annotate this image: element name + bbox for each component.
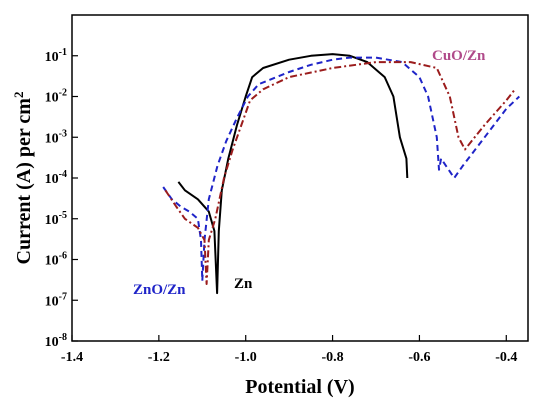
y-tick-label: 10-2: [45, 88, 67, 106]
x-tick-label: -1.0: [235, 350, 257, 365]
y-axis-title: Current (A) per cm2: [11, 92, 35, 265]
y-tick-exp: -1: [59, 47, 67, 58]
y-tick-base: 10: [45, 131, 59, 146]
y-tick-label: 10-8: [45, 332, 67, 350]
x-tick-label: -1.4: [61, 350, 83, 365]
x-tick-label: -0.4: [495, 350, 517, 365]
y-tick-base: 10: [45, 294, 59, 309]
y-tick-base: 10: [45, 172, 59, 187]
series-layer: [162, 53, 520, 295]
x-tick-label: -0.6: [408, 350, 430, 365]
label-zn: Zn: [234, 276, 253, 292]
x-axis: -1.4 -1.2 -1.0 -0.8 -0.6 -0.4: [61, 335, 517, 365]
y-tick-exp: -6: [59, 251, 67, 262]
y-axis-title-sup: 2: [11, 92, 26, 99]
label-cuo-zn: CuO/Zn: [432, 48, 486, 64]
y-tick-base: 10: [45, 50, 59, 65]
y-tick-label: 10-6: [45, 251, 67, 269]
y-tick-exp: -5: [59, 210, 67, 221]
series-zno-zn: [162, 56, 520, 282]
x-axis-title: Potential (V): [245, 376, 354, 398]
x-tick-label: -0.8: [321, 350, 343, 365]
y-tick-exp: -4: [59, 169, 67, 180]
y-tick-label: 10-7: [45, 291, 67, 309]
y-tick-exp: -2: [59, 88, 67, 99]
y-tick-label: 10-5: [45, 210, 67, 228]
label-zno-zn: ZnO/Zn: [133, 282, 186, 298]
y-tick-base: 10: [45, 213, 59, 228]
y-tick-label: 10-4: [45, 169, 67, 187]
y-tick-base: 10: [45, 335, 59, 350]
y-tick-base: 10: [45, 254, 59, 269]
series-zn: [177, 53, 409, 295]
y-tick-exp: -8: [59, 332, 67, 343]
y-tick-label: 10-1: [45, 47, 67, 65]
y-tick-base: 10: [45, 91, 59, 106]
y-tick-exp: -7: [59, 291, 67, 302]
y-axis-title-text: Current (A) per cm: [13, 98, 35, 265]
y-tick-label: 10-3: [45, 128, 67, 146]
series-cuo-zn: [164, 61, 516, 285]
y-axis: 10-110-210-310-410-510-610-710-8: [45, 47, 78, 350]
x-tick-label: -1.2: [148, 350, 170, 365]
y-tick-exp: -3: [59, 128, 67, 139]
